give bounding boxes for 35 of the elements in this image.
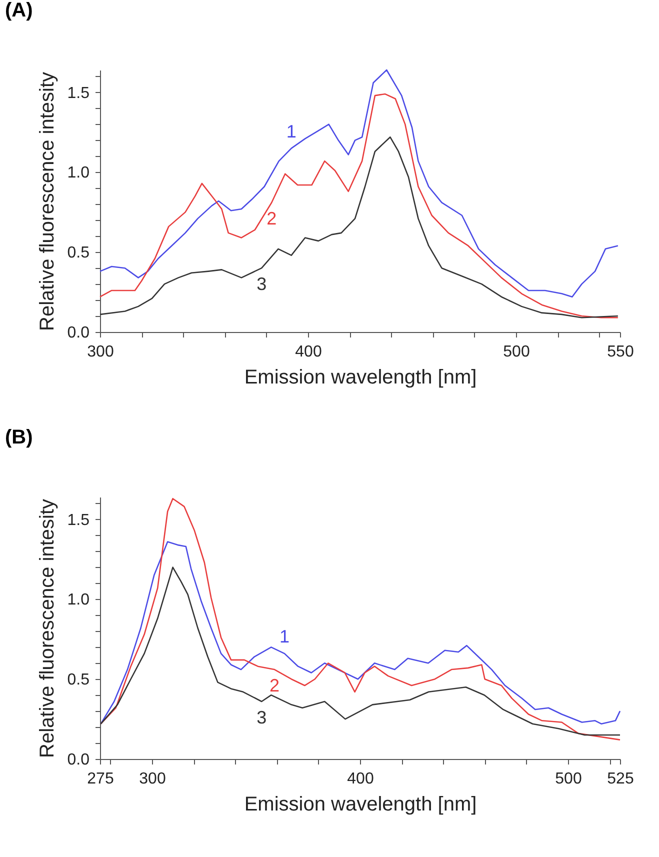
- y-axis-title: Relative fluorescence intesity: [36, 498, 58, 758]
- x-tick-label: 275: [87, 770, 114, 788]
- x-tick-label: 400: [347, 770, 374, 788]
- y-axis-title: Relative fluorescence intesity: [36, 72, 58, 332]
- x-tick-label: 500: [555, 770, 582, 788]
- x-axis-title: Emission wavelength [nm]: [244, 366, 477, 388]
- y-tick-label: 0.0: [67, 752, 90, 768]
- x-tick-label: 550: [607, 344, 634, 360]
- series-label: 2: [270, 676, 280, 696]
- y-tick-label: 0.5: [67, 672, 90, 689]
- series-label: 3: [256, 274, 267, 294]
- y-tick-label: 0.5: [67, 244, 90, 262]
- line-series: [100, 541, 621, 725]
- line-series: [100, 498, 621, 740]
- line-series: [99, 136, 619, 318]
- chart-title: (B): [5, 426, 33, 448]
- y-tick-label: 1.5: [67, 512, 90, 529]
- y-tick-label: 1.5: [67, 84, 90, 102]
- x-tick-label: 525: [607, 770, 634, 788]
- series-label: 1: [279, 626, 290, 647]
- y-tick-label: 0.0: [67, 324, 90, 342]
- line-series: [99, 93, 619, 318]
- x-tick-label: 400: [295, 344, 322, 360]
- x-tick-label: 300: [139, 770, 166, 788]
- x-tick-label: 300: [87, 344, 114, 360]
- chart-title: (A): [5, 0, 33, 22]
- series-label: 1: [286, 121, 296, 142]
- y-tick-label: 1.0: [67, 164, 90, 182]
- series-label: 2: [266, 208, 277, 229]
- line-series: [99, 69, 619, 298]
- series-label: 3: [256, 707, 267, 728]
- x-axis-title: Emission wavelength [nm]: [244, 794, 477, 816]
- x-tick-label: 500: [503, 344, 530, 360]
- line-series: [100, 566, 621, 736]
- y-tick-label: 1.0: [67, 592, 90, 609]
